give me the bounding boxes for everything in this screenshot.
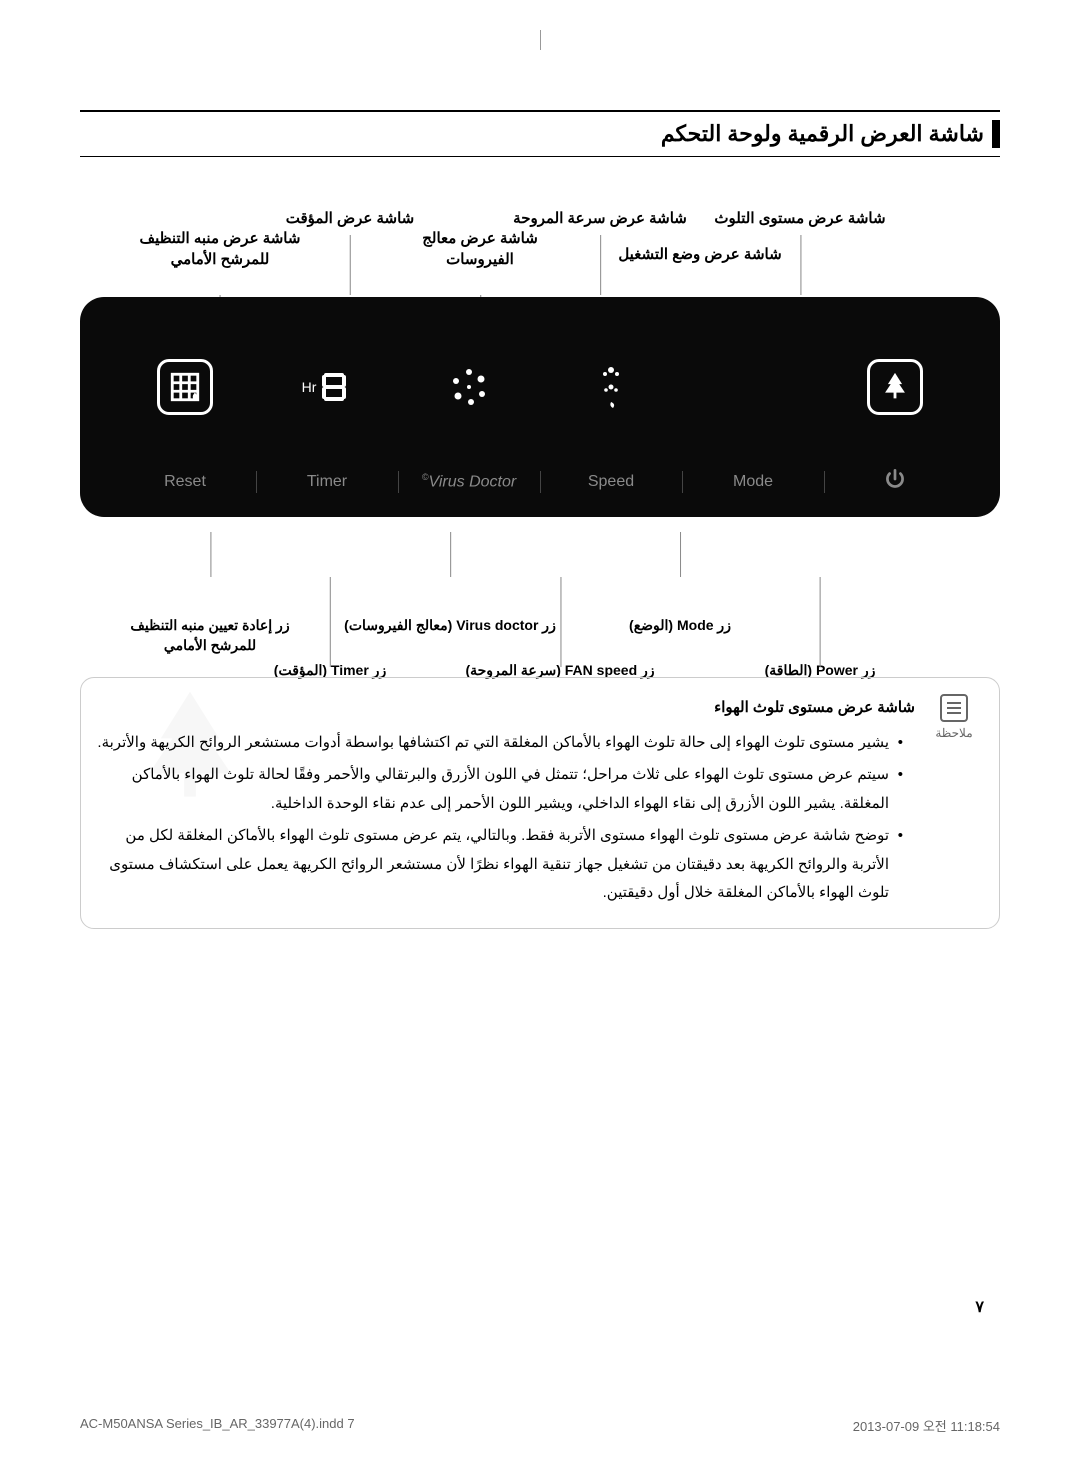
page-number: ٧: [975, 1297, 984, 1317]
hr-label: Hr: [302, 379, 317, 395]
mode-button[interactable]: Mode: [698, 473, 808, 491]
connector-line: [800, 235, 801, 295]
display-icons-row: Hr: [110, 317, 970, 456]
timer-display-icon: Hr: [272, 352, 382, 422]
icon-frame: [157, 359, 213, 415]
fan-levels-icon: [591, 362, 631, 412]
label-filter-display: شاشة عرض منبه التنظيف للمرشح الأمامي: [140, 207, 301, 291]
note-content: شاشة عرض مستوى تلوث الهواء يشير مستوى تل…: [97, 694, 915, 912]
connector-line: [600, 235, 601, 295]
speed-button[interactable]: Speed: [556, 473, 666, 491]
connector-line: [330, 577, 331, 667]
digit-icon: [316, 367, 356, 407]
upper-labels: شاشة عرض مستوى التلوث شاشة عرض سرعة المر…: [80, 187, 1000, 287]
label-mode-display: شاشة عرض وضع التشغيل: [618, 223, 781, 286]
control-panel: Hr: [80, 297, 1000, 517]
diagram-area: شاشة عرض مستوى التلوث شاشة عرض سرعة المر…: [80, 187, 1000, 647]
footer-timestamp: 2013-07-09 오전 11:18:54: [853, 1416, 1000, 1435]
reset-button[interactable]: Reset: [130, 473, 240, 491]
connector-line: [450, 532, 451, 577]
divider: [398, 471, 399, 493]
buttons-row: Mode Speed Virus Doctor© Timer Reset: [110, 456, 970, 497]
divider: [824, 471, 825, 493]
note-bullet: سيتم عرض مستوى تلوث الهواء على ثلاث مراح…: [97, 761, 903, 818]
label-text: شاشة عرض معالج الفيروسات: [422, 230, 538, 268]
tree-icon: [878, 370, 912, 404]
connector-line: [560, 577, 561, 667]
timer-button[interactable]: Timer: [272, 473, 382, 491]
mode-display-icon: [698, 352, 808, 422]
virus-label: Virus Doctor: [428, 473, 516, 490]
virus-doctor-button[interactable]: Virus Doctor©: [414, 472, 524, 491]
grid-drop-icon: [168, 370, 202, 404]
label-reset-button: زر إعادة تعيين منبه التنظيف للمرشح الأما…: [130, 577, 289, 655]
connector-line: [820, 577, 821, 667]
connector-line: [350, 235, 351, 295]
label-text: شاشة عرض وضع التشغيل: [618, 246, 781, 263]
label-power-button: زر Power (الطاقة): [765, 622, 876, 681]
title-marker: [992, 120, 1000, 148]
note-bullet: توضح شاشة عرض مستوى تلوث الهواء مستوى ال…: [97, 822, 903, 908]
connector-line: [680, 532, 681, 577]
note-label: ملاحظة: [929, 726, 979, 740]
label-timer-display: شاشة عرض المؤقت: [286, 187, 415, 250]
note-box: ملاحظة شاشة عرض مستوى تلوث الهواء يشير م…: [80, 677, 1000, 929]
pollution-level-icon: [840, 352, 950, 422]
footer: AC-M50ANSA Series_IB_AR_33977A(4).indd 7…: [80, 1416, 1000, 1435]
title-bar: شاشة العرض الرقمية ولوحة التحكم: [80, 110, 1000, 157]
divider: [540, 471, 541, 493]
filter-alert-icon: [130, 352, 240, 422]
label-text: شاشة عرض منبه التنظيف للمرشح الأمامي: [140, 230, 301, 268]
note-title: شاشة عرض مستوى تلوث الهواء: [97, 694, 915, 723]
note-bullet: يشير مستوى تلوث الهواء إلى حالة تلوث اله…: [97, 729, 903, 758]
label-virus-display: شاشة عرض معالج الفيروسات: [422, 207, 538, 291]
label-fan-button: زر FAN speed (سرعة المروحة): [465, 622, 654, 681]
label-text: زر إعادة تعيين منبه التنظيف للمرشح الأما…: [130, 617, 289, 653]
title-block: شاشة العرض الرقمية ولوحة التحكم: [80, 110, 1000, 157]
note-icon: [940, 694, 968, 722]
divider: [682, 471, 683, 493]
icon-frame: [867, 359, 923, 415]
fan-speed-icon: [556, 352, 666, 422]
footer-filepath: AC-M50ANSA Series_IB_AR_33977A(4).indd 7: [80, 1416, 355, 1435]
divider: [256, 471, 257, 493]
page-title: شاشة العرض الرقمية ولوحة التحكم: [661, 121, 984, 147]
label-text: شاشة عرض المؤقت: [286, 210, 415, 227]
label-timer-button: زر Timer (المؤقت): [274, 622, 386, 681]
dots-icon: [444, 362, 494, 412]
power-button[interactable]: [840, 466, 950, 497]
connector-line: [210, 532, 211, 577]
page: شاشة العرض الرقمية ولوحة التحكم شاشة عرض…: [0, 0, 1080, 1477]
power-icon: [882, 466, 908, 492]
note-icon-column: ملاحظة: [929, 694, 979, 912]
lower-labels: زر Mode (الوضع) زر Virus doctor (معالج ا…: [80, 527, 1000, 647]
virus-doctor-icon: [414, 352, 524, 422]
